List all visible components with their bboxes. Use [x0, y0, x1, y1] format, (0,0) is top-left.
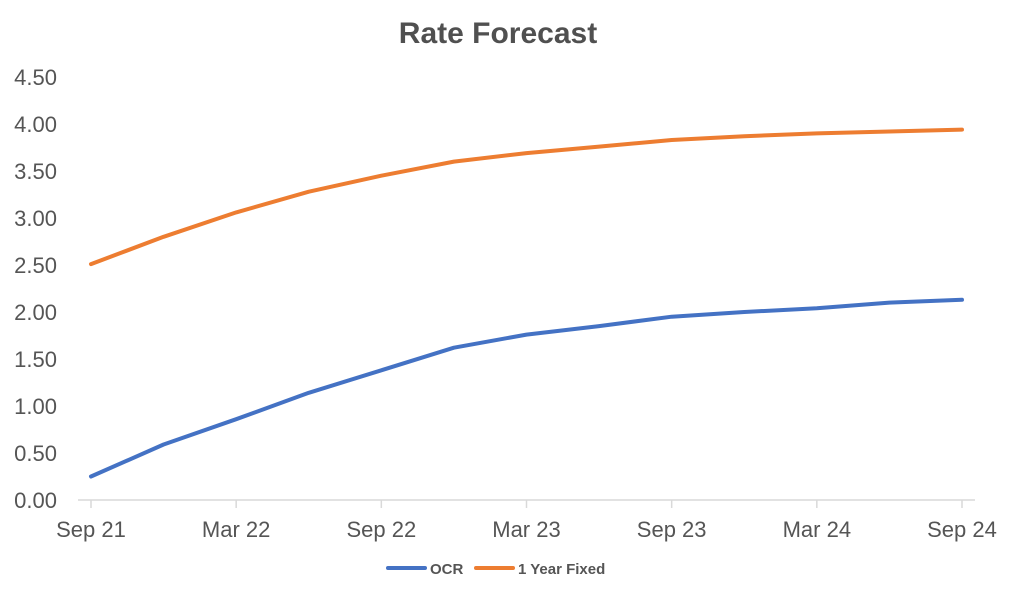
x-tick-label: Sep 23: [637, 517, 707, 542]
chart-title: Rate Forecast: [399, 17, 597, 50]
y-tick-label: 3.50: [14, 159, 57, 184]
legend-label: 1 Year Fixed: [518, 561, 605, 578]
y-axis-tick-labels: 0.00 0.50 1.00 1.50 2.00 2.50 3.00 3.50 4.00 4.50: [14, 65, 57, 513]
x-tick-label: Mar 22: [202, 517, 270, 542]
legend: OCR 1 Year Fixed: [386, 561, 605, 578]
x-axis-tick-labels: Sep 21 Mar 22 Sep 22 Mar 23 Sep 23 Mar 24 Sep …: [56, 517, 997, 542]
series-lines: [89, 127, 964, 479]
y-tick-label: 1.00: [14, 394, 57, 419]
y-tick-label: 2.50: [14, 253, 57, 278]
y-tick-label: 1.50: [14, 347, 57, 372]
y-tick-label: 0.50: [14, 441, 57, 466]
legend-label: OCR: [430, 561, 464, 578]
y-tick-label: 0.00: [14, 488, 57, 513]
y-tick-label: 4.00: [14, 112, 57, 137]
y-tick-label: 4.50: [14, 65, 57, 90]
x-tick-label: Sep 21: [56, 517, 126, 542]
series-line-ocr: [89, 297, 964, 479]
x-axis: [78, 499, 975, 508]
x-tick-label: Mar 24: [783, 517, 851, 542]
x-tick-label: Sep 24: [927, 517, 997, 542]
y-tick-label: 3.00: [14, 206, 57, 231]
y-tick-label: 2.00: [14, 300, 57, 325]
series-line-1-year-fixed: [89, 127, 964, 267]
x-tick-label: Mar 23: [492, 517, 560, 542]
x-tick-label: Sep 22: [346, 517, 416, 542]
